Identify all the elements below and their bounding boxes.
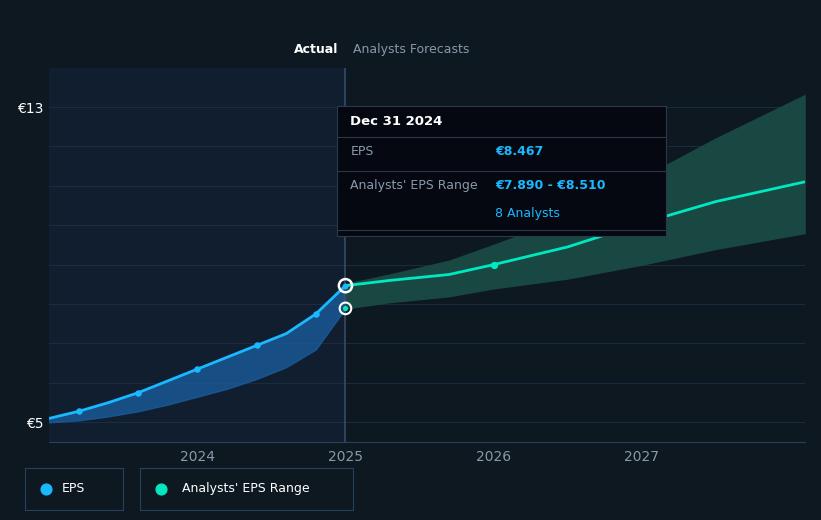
Point [339,281,352,290]
Point [310,310,323,318]
Point [339,304,352,313]
Point [190,365,204,373]
Point [339,281,352,290]
Text: €8.467: €8.467 [495,145,544,158]
Text: EPS: EPS [62,483,85,495]
Text: €7.890 - €8.510: €7.890 - €8.510 [495,179,605,192]
Point [635,219,649,227]
Point [339,304,352,313]
Point [264,295,277,304]
Text: Analysts Forecasts: Analysts Forecasts [353,43,470,56]
Bar [49,68,346,442]
Text: Analysts' EPS Range: Analysts' EPS Range [182,483,310,495]
Text: 8 Analysts: 8 Analysts [495,207,560,220]
Text: Actual: Actual [294,43,338,56]
Point [250,341,264,349]
Point [433,295,447,304]
Point [72,407,85,415]
Text: Dec 31 2024: Dec 31 2024 [351,115,443,128]
Text: EPS: EPS [351,145,374,158]
Text: Analysts' EPS Range: Analysts' EPS Range [351,179,478,192]
Point [131,388,144,397]
Bar [346,68,805,442]
Point [487,261,500,269]
